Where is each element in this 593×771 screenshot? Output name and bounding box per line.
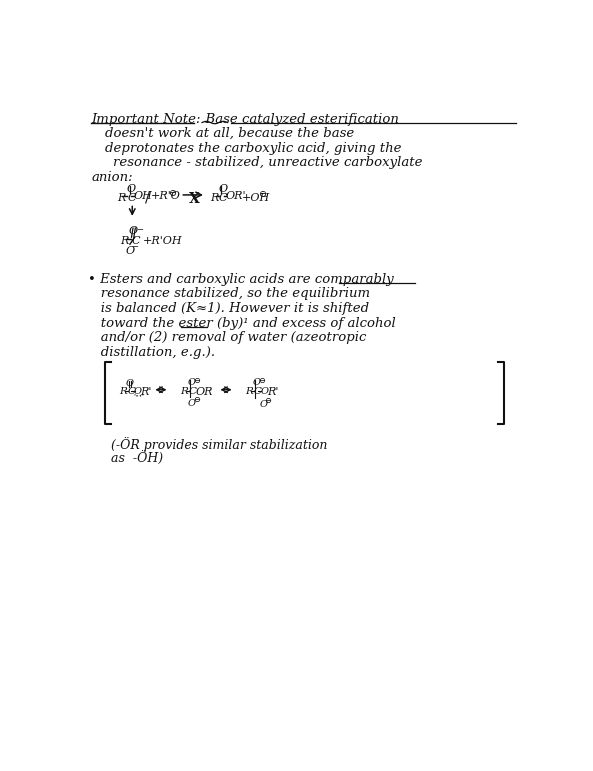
Text: and/or (2) removal of water (azeotropic: and/or (2) removal of water (azeotropic xyxy=(88,332,366,344)
Text: C: C xyxy=(132,236,140,246)
Text: R': R' xyxy=(140,388,151,397)
Text: R: R xyxy=(120,236,129,246)
Text: (-ÖR provides similar stabilization: (-ÖR provides similar stabilization xyxy=(111,437,328,453)
Text: O: O xyxy=(127,184,136,194)
Text: toward the ester (by)¹ and excess of alcohol: toward the ester (by)¹ and excess of alc… xyxy=(88,317,396,329)
Text: R': R' xyxy=(267,388,279,397)
Text: O: O xyxy=(126,246,135,256)
Text: C: C xyxy=(127,193,136,203)
Text: doesn't work at all, because the base: doesn't work at all, because the base xyxy=(105,127,355,140)
Text: +R'OH: +R'OH xyxy=(142,236,182,246)
Text: C: C xyxy=(189,387,197,396)
Text: O: O xyxy=(188,399,196,408)
Text: resonance stabilized, so the equilibrium: resonance stabilized, so the equilibrium xyxy=(88,288,370,301)
Text: −: − xyxy=(136,227,143,234)
Text: +OH: +OH xyxy=(243,193,270,203)
Text: • Esters and carboxylic acids are comparably: • Esters and carboxylic acids are compar… xyxy=(88,273,394,286)
Text: C: C xyxy=(219,193,228,203)
Text: R: R xyxy=(119,387,127,396)
Text: Important Note:: Important Note: xyxy=(91,113,200,126)
Text: O: O xyxy=(134,388,142,396)
Text: distillation, e.g.).: distillation, e.g.). xyxy=(88,346,215,359)
Text: ⊖: ⊖ xyxy=(170,189,177,198)
Text: ⊖: ⊖ xyxy=(193,396,200,404)
Text: is balanced (K≈1). However it is shifted: is balanced (K≈1). However it is shifted xyxy=(88,302,369,315)
Text: R: R xyxy=(210,193,218,203)
Text: OH: OH xyxy=(134,191,152,201)
Text: X: X xyxy=(189,192,200,206)
Text: O: O xyxy=(126,379,134,388)
Text: R: R xyxy=(246,387,253,396)
Text: ⊖: ⊖ xyxy=(258,377,265,385)
Text: OR: OR xyxy=(196,387,213,396)
Text: ⊖: ⊖ xyxy=(264,396,271,405)
Text: as  -ÖH): as -ÖH) xyxy=(111,452,164,466)
Text: R: R xyxy=(117,193,125,203)
Text: O: O xyxy=(128,227,138,237)
Text: ⊖: ⊖ xyxy=(259,190,267,199)
Text: ⊖: ⊖ xyxy=(193,377,200,385)
Text: C: C xyxy=(254,387,262,396)
Text: O: O xyxy=(259,399,267,409)
Text: O: O xyxy=(253,379,260,387)
Text: deprotonates the carboxylic acid, giving the: deprotonates the carboxylic acid, giving… xyxy=(105,142,401,155)
Text: C: C xyxy=(127,387,136,396)
Text: "••": "••" xyxy=(134,393,145,399)
Text: /: / xyxy=(145,190,151,204)
Text: +R'O: +R'O xyxy=(151,191,181,201)
Text: −: − xyxy=(132,244,139,251)
Text: resonance - stabilized, unreactive carboxylate: resonance - stabilized, unreactive carbo… xyxy=(113,157,422,170)
Text: OR': OR' xyxy=(226,191,247,201)
Text: O: O xyxy=(218,184,227,194)
Text: O: O xyxy=(187,379,195,387)
Text: O: O xyxy=(261,388,269,396)
Text: R: R xyxy=(180,387,188,396)
Text: anion:: anion: xyxy=(91,171,133,184)
Text: Base catalyzed esterification: Base catalyzed esterification xyxy=(196,113,398,126)
